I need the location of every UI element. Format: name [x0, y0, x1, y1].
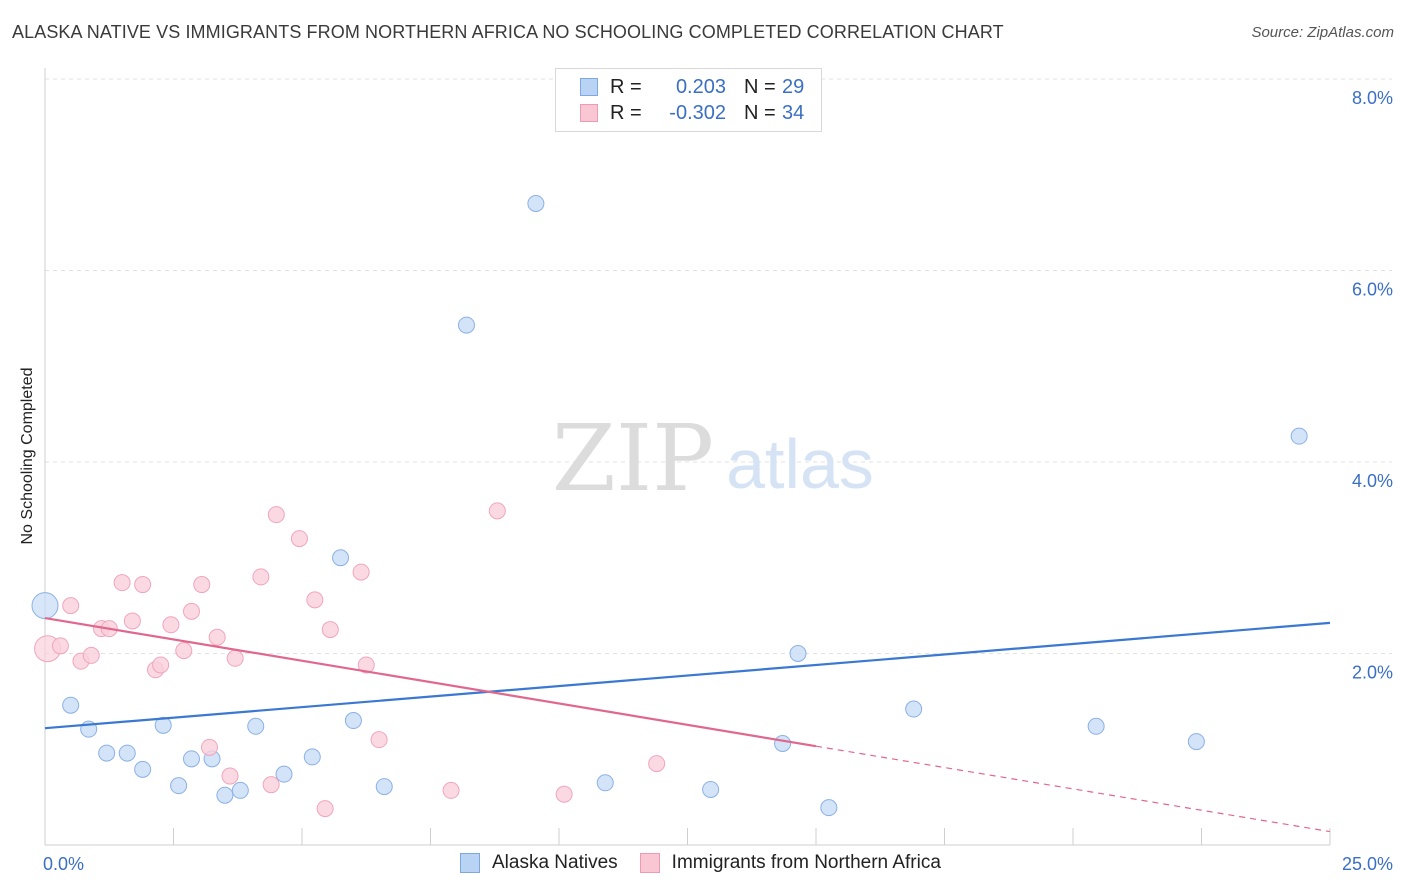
point-immigrants: [123, 612, 141, 630]
chart-title: ALASKA NATIVE VS IMMIGRANTS FROM NORTHER…: [12, 22, 1004, 42]
series-legend: Alaska Natives Immigrants from Northern …: [460, 852, 963, 874]
trend-lines: [44, 616, 1331, 833]
point-immigrants: [306, 591, 324, 609]
point-immigrants: [648, 755, 666, 773]
point-immigrants: [357, 656, 375, 674]
y-tick-label: 6.0%: [1352, 280, 1393, 300]
point-immigrants: [193, 576, 211, 594]
series-name-alaska: Alaska Natives: [492, 852, 618, 873]
stats-legend-row-immigrants: R = -0.302 N = 34: [580, 101, 804, 125]
axes: [44, 68, 1331, 846]
point-alaska: [1290, 427, 1308, 445]
point-alaska: [31, 592, 59, 620]
point-alaska: [702, 780, 720, 798]
y-tick-label: 8.0%: [1352, 88, 1393, 108]
point-alaska: [62, 696, 80, 714]
point-alaska: [527, 194, 545, 212]
point-immigrants: [252, 568, 270, 586]
point-alaska: [275, 765, 293, 783]
point-immigrants: [162, 616, 180, 634]
legend-swatch-immigrants: [580, 104, 598, 122]
point-alaska: [118, 744, 136, 762]
point-immigrants: [134, 576, 152, 594]
point-immigrants: [221, 767, 239, 785]
point-immigrants: [290, 530, 308, 548]
series-legend-immigrants[interactable]: Immigrants from Northern Africa: [639, 852, 941, 874]
trend-line-alaska: [44, 621, 1331, 730]
n-label: N =: [744, 75, 776, 98]
point-alaska: [332, 549, 350, 567]
point-alaska: [98, 744, 116, 762]
point-immigrants: [321, 621, 339, 639]
r-label: R =: [610, 75, 642, 98]
n-label: N =: [744, 101, 776, 124]
r-value-alaska: 0.203: [675, 75, 726, 98]
point-immigrants: [113, 574, 131, 592]
point-alaska: [182, 750, 200, 768]
point-alaska: [789, 645, 807, 662]
point-immigrants: [267, 506, 285, 524]
point-alaska: [375, 778, 393, 796]
point-immigrants: [62, 597, 80, 615]
n-value-alaska: 29: [782, 75, 805, 98]
point-immigrants: [370, 731, 388, 749]
x-tick-label-max: 25.0%: [1342, 854, 1393, 874]
point-alaska: [1087, 717, 1105, 735]
point-immigrants: [182, 602, 200, 620]
point-immigrants: [442, 781, 460, 799]
point-alaska: [303, 748, 321, 766]
r-label: R =: [610, 101, 642, 124]
point-alaska: [457, 316, 475, 334]
series-swatch-immigrants: [639, 853, 660, 873]
series-legend-alaska[interactable]: Alaska Natives: [460, 852, 618, 874]
y-tick-label: 2.0%: [1352, 663, 1393, 683]
point-immigrants: [226, 649, 244, 667]
point-immigrants: [200, 738, 218, 756]
stats-legend: R = 0.203 N = 29 R = -0.302 N = 34: [555, 68, 822, 132]
series-name-immigrants: Immigrants from Northern Africa: [671, 852, 941, 873]
point-alaska: [154, 716, 172, 734]
n-value-immigrants: 34: [782, 101, 805, 124]
point-immigrants: [82, 646, 100, 664]
point-alaska: [247, 717, 265, 735]
point-immigrants: [51, 637, 69, 655]
r-value-immigrants: -0.302: [669, 101, 726, 124]
trend-line-immigrants-extension: [815, 745, 1331, 833]
point-alaska: [134, 760, 152, 778]
legend-swatch-alaska: [580, 78, 598, 96]
point-immigrants: [555, 785, 573, 803]
series-swatch-alaska: [460, 853, 480, 873]
point-immigrants: [262, 776, 280, 794]
data-points: [31, 194, 1308, 818]
point-alaska: [231, 781, 249, 799]
watermark-atlas: atlas: [726, 425, 874, 503]
point-alaska: [1187, 733, 1205, 751]
source-credit: Source: ZipAtlas.com: [1251, 24, 1394, 41]
point-alaska: [774, 735, 792, 753]
point-immigrants: [152, 656, 170, 674]
point-immigrants: [208, 628, 226, 646]
y-tick-label: 4.0%: [1352, 471, 1393, 491]
tick-labels: 2.0% 4.0% 6.0% 8.0% 0.0% 25.0%: [43, 88, 1393, 874]
x-tick-label-min: 0.0%: [43, 854, 84, 874]
point-alaska: [596, 774, 614, 792]
gridlines: [45, 78, 1392, 654]
point-alaska: [344, 712, 362, 730]
point-immigrants: [175, 642, 193, 660]
point-alaska: [905, 700, 923, 718]
point-alaska: [820, 799, 838, 817]
point-immigrants: [488, 502, 506, 520]
trend-line-immigrants: [44, 616, 817, 748]
watermark: ZIP atlas: [552, 405, 874, 512]
watermark-zip: ZIP: [552, 405, 714, 512]
point-immigrants: [316, 800, 334, 818]
point-immigrants: [352, 563, 370, 581]
point-alaska: [170, 777, 188, 795]
point-alaska: [216, 786, 234, 804]
stats-legend-row-alaska: R = 0.203 N = 29: [580, 75, 804, 99]
